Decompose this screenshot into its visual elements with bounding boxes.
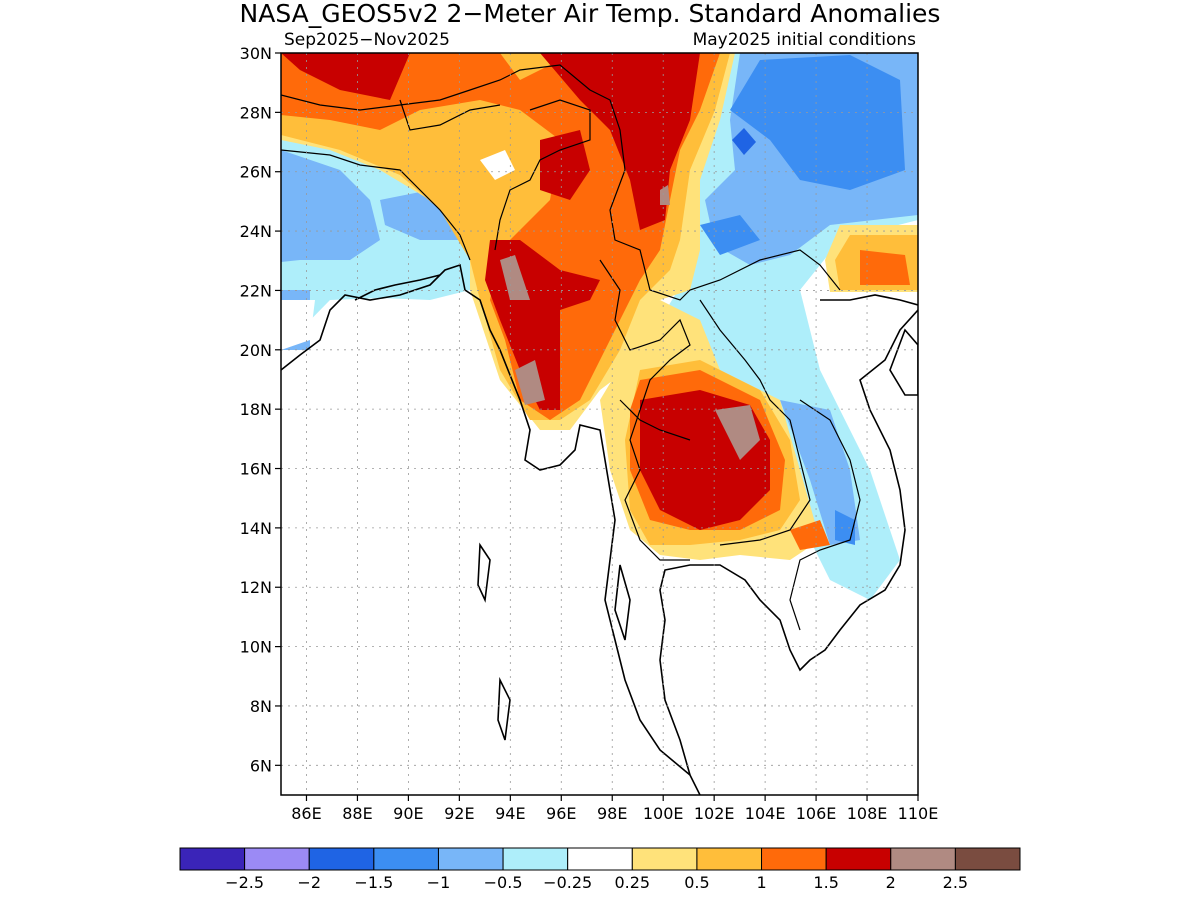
anomaly-region <box>860 250 910 285</box>
anomaly-map <box>281 53 918 795</box>
map-title: NASA_GEOS5v2 2−Meter Air Temp. Standard … <box>240 0 941 28</box>
lat-tick-label: 20N <box>240 341 272 360</box>
legend-label: 1 <box>756 873 766 892</box>
anomaly-region <box>281 150 380 262</box>
lon-tick-label: 94E <box>495 804 525 823</box>
legend-label: −0.5 <box>484 873 523 892</box>
lat-tick-label: 16N <box>240 460 272 479</box>
init-conditions-label: May2025 initial conditions <box>693 30 917 50</box>
legend-swatch <box>825 847 892 871</box>
legend-label: −0.25 <box>543 873 592 892</box>
legend-swatch <box>308 847 375 871</box>
legend-swatch <box>631 847 698 871</box>
legend-label: 2 <box>886 873 896 892</box>
anomaly-region <box>700 215 760 255</box>
lat-tick-label: 12N <box>240 578 272 597</box>
legend-label: 2.5 <box>943 873 968 892</box>
anomaly-region <box>500 255 530 300</box>
lat-tick-label: 8N <box>250 697 272 716</box>
lon-tick-label: 90E <box>393 804 423 823</box>
lat-tick-label: 26N <box>240 163 272 182</box>
legend-swatch <box>890 847 956 871</box>
lon-tick-label: 96E <box>546 804 576 823</box>
axis-ticks: 30N 28N 26N 24N 22N 20N 18N 16N 14N 12N 10N 8N 6N 86E… <box>240 44 939 823</box>
coastlines <box>281 263 918 795</box>
lat-tick-label: 30N <box>240 44 272 63</box>
legend-label: 1.5 <box>813 873 838 892</box>
lat-tick-label: 22N <box>240 281 272 300</box>
lon-tick-label: 104E <box>745 804 786 823</box>
legend-swatch <box>179 847 246 871</box>
lon-tick-label: 100E <box>643 804 684 823</box>
lat-tick-label: 28N <box>240 103 272 122</box>
legend-swatch <box>373 847 439 871</box>
lon-tick-label: 88E <box>342 804 372 823</box>
lat-tick-label: 10N <box>240 638 272 657</box>
legend-swatch <box>696 847 763 871</box>
anomaly-region <box>480 150 515 180</box>
legend-swatch <box>502 847 569 871</box>
legend-swatch <box>244 847 310 871</box>
lon-tick-label: 108E <box>847 804 888 823</box>
legend-swatch <box>954 847 1021 871</box>
anomaly-region <box>281 53 720 420</box>
legend-label: −1.5 <box>354 873 393 892</box>
color-legend: −2.5 −2 −1.5 −1 −0.5 −0.25 0.25 0.5 1 1.5 2 2.5 <box>179 847 1021 892</box>
anomaly-region <box>732 128 756 155</box>
anomaly-region <box>515 360 545 405</box>
anomaly-region <box>730 55 905 190</box>
legend-label: 0.5 <box>684 873 709 892</box>
anomaly-region <box>281 53 410 100</box>
legend-label: 0.25 <box>614 873 650 892</box>
lat-tick-label: 18N <box>240 400 272 419</box>
legend-swatch <box>437 847 504 871</box>
legend-swatch <box>567 847 633 871</box>
anomaly-region <box>835 510 855 545</box>
lat-tick-label: 14N <box>240 519 272 538</box>
map-frame <box>280 52 919 796</box>
anomaly-region <box>540 53 700 230</box>
lon-tick-label: 92E <box>444 804 474 823</box>
lon-tick-label: 110E <box>898 804 939 823</box>
lon-tick-label: 86E <box>291 804 321 823</box>
anomaly-region <box>540 130 590 200</box>
lon-tick-label: 98E <box>597 804 627 823</box>
legend-label: −1 <box>427 873 451 892</box>
legend-swatch <box>761 847 827 871</box>
lon-tick-label: 102E <box>694 804 735 823</box>
lat-tick-label: 24N <box>240 222 272 241</box>
lon-tick-label: 106E <box>796 804 837 823</box>
anomaly-region <box>780 400 860 545</box>
season-label: Sep2025−Nov2025 <box>284 30 450 50</box>
legend-label: −2 <box>297 873 321 892</box>
anomaly-region <box>660 185 670 205</box>
lat-tick-label: 6N <box>250 756 272 775</box>
anomaly-region <box>715 405 760 460</box>
legend-label: −2.5 <box>225 873 264 892</box>
